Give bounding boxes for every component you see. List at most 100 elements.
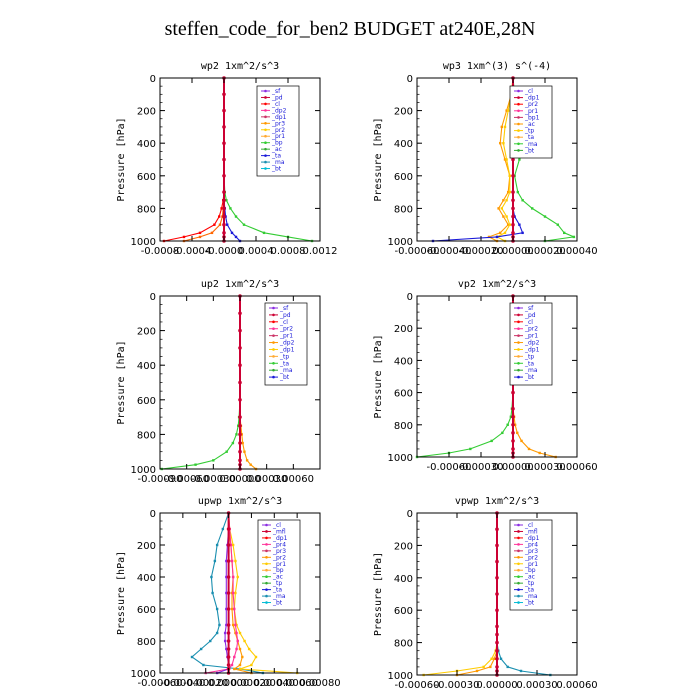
data-point xyxy=(495,657,499,661)
y-tick-label: 800 xyxy=(137,637,156,648)
data-point xyxy=(242,223,246,226)
data-point xyxy=(563,231,566,235)
data-point xyxy=(502,199,505,202)
data-point xyxy=(198,235,202,239)
legend-marker xyxy=(517,116,520,119)
y-tick-label: 600 xyxy=(137,605,156,616)
data-point xyxy=(238,663,242,667)
y-tick-label: 1000 xyxy=(131,669,156,680)
legend-label: _pr1 xyxy=(524,333,538,340)
data-point xyxy=(223,639,227,643)
data-point xyxy=(499,142,502,145)
data-point xyxy=(241,441,244,445)
data-point xyxy=(225,199,228,202)
data-point xyxy=(222,141,226,145)
data-point xyxy=(511,206,515,211)
legend-marker xyxy=(265,588,268,591)
data-point xyxy=(229,207,232,210)
data-point xyxy=(225,559,228,563)
data-point xyxy=(199,647,203,651)
legend-label: _pr2 xyxy=(272,554,286,561)
y-tick-label: 600 xyxy=(394,606,413,617)
x-tick-label: -0.0000 xyxy=(205,246,244,257)
legend-marker xyxy=(517,530,520,533)
data-point xyxy=(225,647,228,651)
data-point xyxy=(507,109,510,112)
data-point xyxy=(238,631,242,635)
data-point xyxy=(213,223,216,226)
legend-marker xyxy=(264,115,267,119)
data-point xyxy=(226,623,231,627)
data-point xyxy=(495,527,499,531)
data-point xyxy=(499,231,502,235)
y-tick-label: 200 xyxy=(394,107,413,118)
y-axis-title: Pressure [hPa] xyxy=(373,334,384,418)
data-point xyxy=(234,235,238,239)
data-point xyxy=(235,433,238,436)
x-tick-label: 0.00040 xyxy=(254,678,295,689)
y-tick-label: 200 xyxy=(137,327,156,338)
legend-label: _tp xyxy=(524,580,534,587)
data-point xyxy=(521,199,524,202)
y-axis-title: Pressure [hPa] xyxy=(116,117,127,201)
data-point xyxy=(508,174,511,177)
legend-label: _tp xyxy=(524,353,534,360)
legend-label: _pd xyxy=(279,312,291,319)
legend-marker xyxy=(272,368,275,372)
data-point xyxy=(231,575,235,579)
legend-marker xyxy=(264,89,267,93)
data-point xyxy=(495,640,499,645)
chart-title: wp3 1xm^(3) s^(-4) xyxy=(443,61,551,72)
chart-title: vpwp 1xm^2/s^3 xyxy=(455,496,539,507)
data-point xyxy=(190,655,194,659)
legend-marker xyxy=(517,375,520,379)
legend-label: _bp1 xyxy=(524,114,540,121)
data-point xyxy=(218,623,221,627)
legend-label: _tp xyxy=(272,580,282,587)
legend-marker xyxy=(517,575,520,578)
legend-marker xyxy=(517,348,520,351)
data-point xyxy=(518,158,521,161)
x-tick-label: -0.00020 xyxy=(183,678,228,689)
chart-title: up2 1xm^2/s^3 xyxy=(201,279,279,290)
y-axis-title: Pressure [hPa] xyxy=(373,117,384,201)
legend-label: _bt xyxy=(524,600,535,607)
data-point xyxy=(500,125,503,129)
legend-label: _pd xyxy=(271,94,283,101)
y-tick-label: 1000 xyxy=(131,237,156,248)
y-tick-label: 800 xyxy=(137,430,156,441)
legend-label: _ma xyxy=(271,159,285,166)
legend-marker xyxy=(264,134,267,138)
legend-marker xyxy=(517,549,520,553)
plot-frame xyxy=(416,77,578,242)
data-point xyxy=(233,667,236,671)
legend-marker xyxy=(517,361,520,365)
legend-label: _dp1 xyxy=(524,95,540,102)
data-point xyxy=(511,214,515,219)
data-point xyxy=(234,559,237,563)
legend-label: _ma xyxy=(524,367,538,374)
data-point xyxy=(505,215,508,218)
data-point xyxy=(222,222,226,227)
y-tick-label: 200 xyxy=(394,324,413,335)
data-point xyxy=(233,655,236,659)
y-tick-label: 800 xyxy=(394,421,413,432)
legend-label: _dp1 xyxy=(272,535,288,542)
data-point xyxy=(511,157,515,162)
x-tick-label: -0.00060 xyxy=(395,246,440,257)
data-point xyxy=(222,125,226,129)
legend-marker xyxy=(272,348,275,351)
y-axis-title: Pressure [hPa] xyxy=(116,340,127,424)
legend-label: _ac xyxy=(271,146,282,153)
data-point xyxy=(236,639,239,643)
legend-label: _pr4 xyxy=(272,541,286,548)
legend-label: _tp xyxy=(279,353,289,360)
legend-label: _dp1 xyxy=(524,535,540,542)
legend-marker xyxy=(264,154,267,157)
data-point xyxy=(210,231,214,235)
data-point xyxy=(503,158,507,161)
legend-label: _bp xyxy=(271,140,283,147)
legend-label: _dp1 xyxy=(271,114,287,121)
data-point xyxy=(495,608,499,612)
